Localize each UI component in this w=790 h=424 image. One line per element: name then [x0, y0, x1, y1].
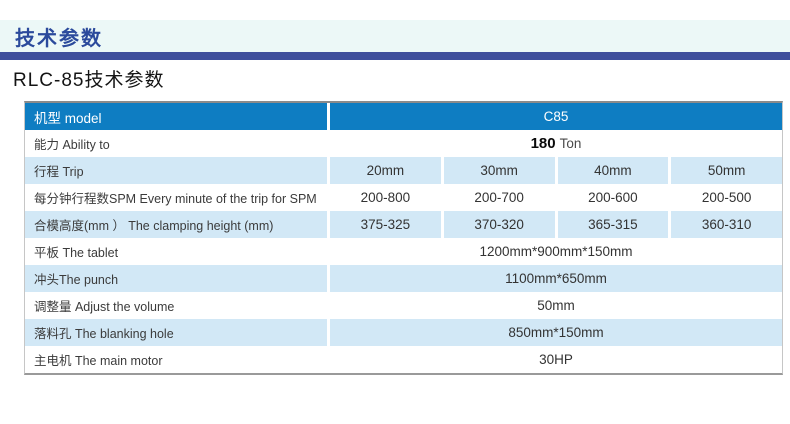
- table-header-value: C85: [327, 103, 782, 130]
- row-label: 合模高度(mm ） The clamping height (mm): [34, 219, 274, 233]
- row-label: 主电机 The main motor: [34, 354, 163, 368]
- accent-bar: [0, 52, 790, 60]
- table-body: 能力 Ability to 180 Ton 行程 Trip 20mm 30mm 40mm 50…: [25, 130, 782, 373]
- row-value-area: 20mm 30mm 40mm 50mm: [327, 157, 782, 184]
- row-value-cell: 50mm: [327, 292, 782, 319]
- row-label: 落料孔 The blanking hole: [34, 327, 174, 341]
- page: 技术参数 RLC-85技术参数 机型 model C85 能力 Ability …: [0, 20, 790, 375]
- row-value-cell: 1100mm*650mm: [327, 265, 782, 292]
- row-value-area: 50mm: [327, 292, 782, 319]
- table-row: 合模高度(mm ） The clamping height (mm) 375-32…: [25, 211, 782, 238]
- row-value-area: 30HP: [327, 346, 782, 373]
- table-header-label: 机型 model: [34, 110, 102, 126]
- row-value-strong: 180: [530, 135, 556, 152]
- row-value-cell: 20mm: [327, 157, 441, 184]
- row-label: 行程 Trip: [34, 165, 84, 179]
- row-value-cell: 30HP: [327, 346, 782, 373]
- row-value-cell: 375-325: [327, 211, 441, 238]
- row-value-cell: 30mm: [440, 157, 555, 184]
- table-row: 主电机 The main motor 30HP: [25, 346, 782, 373]
- table-header-value-area: C85: [327, 103, 782, 130]
- row-value-cell: 200-600: [554, 184, 669, 211]
- row-value-area: 1200mm*900mm*150mm: [327, 238, 782, 265]
- row-value-area: 375-325 370-320 365-315 360-310: [327, 211, 782, 238]
- table-header-row: 机型 model C85: [25, 103, 782, 130]
- row-value-cell: 50mm: [668, 157, 782, 184]
- table-row: 能力 Ability to 180 Ton: [25, 130, 782, 157]
- spec-table: 机型 model C85 能力 Ability to 180 Ton 行程 Trip 2…: [24, 101, 783, 375]
- row-label: 每分钟行程数SPM Every minute of the trip for S…: [34, 192, 317, 206]
- row-value-area: 1100mm*650mm: [327, 265, 782, 292]
- table-row: 行程 Trip 20mm 30mm 40mm 50mm: [25, 157, 782, 184]
- row-label: 调整量 Adjust the volume: [34, 300, 175, 314]
- row-label: 冲头The punch: [34, 273, 119, 287]
- row-value-area: 850mm*150mm: [327, 319, 782, 346]
- row-value-area: 180 Ton: [327, 130, 782, 157]
- row-label: 平板 The tablet: [34, 246, 119, 260]
- row-value-cell: 850mm*150mm: [327, 319, 782, 346]
- row-value-cell: 40mm: [554, 157, 669, 184]
- row-value-cell: 1200mm*900mm*150mm: [327, 238, 782, 265]
- row-value-cell: 200-700: [440, 184, 555, 211]
- section-title: 技术参数: [15, 27, 103, 50]
- table-row: 平板 The tablet 1200mm*900mm*150mm: [25, 238, 782, 265]
- table-row: 调整量 Adjust the volume 50mm: [25, 292, 782, 319]
- page-title: RLC-85技术参数: [13, 70, 165, 91]
- row-label: 能力 Ability to: [34, 138, 110, 152]
- row-value-cell: 180 Ton: [327, 130, 782, 157]
- row-value-cell: 200-800: [327, 184, 441, 211]
- row-value-suffix: Ton: [559, 136, 582, 151]
- row-value-cell: 365-315: [554, 211, 669, 238]
- table-row: 落料孔 The blanking hole 850mm*150mm: [25, 319, 782, 346]
- section-header-band: 技术参数: [0, 20, 790, 52]
- row-value-cell: 200-500: [668, 184, 782, 211]
- table-row: 冲头The punch 1100mm*650mm: [25, 265, 782, 292]
- row-value-cell: 360-310: [668, 211, 782, 238]
- row-value-cell: 370-320: [440, 211, 555, 238]
- table-row: 每分钟行程数SPM Every minute of the trip for S…: [25, 184, 782, 211]
- row-value-area: 200-800 200-700 200-600 200-500: [327, 184, 782, 211]
